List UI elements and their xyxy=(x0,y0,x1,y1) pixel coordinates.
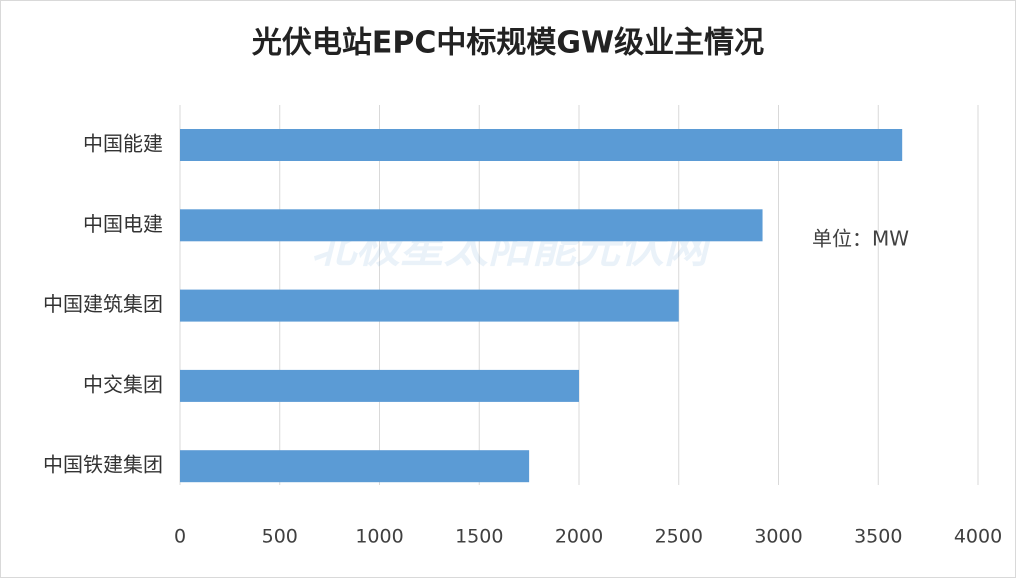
y-tick-label: 中国铁建集团 xyxy=(43,453,163,477)
y-tick-label: 中国电建 xyxy=(83,212,163,236)
y-tick-label: 中国建筑集团 xyxy=(43,292,163,316)
x-tick-label: 3000 xyxy=(754,526,802,548)
x-tick-label: 4000 xyxy=(954,526,1002,548)
y-tick-label: 中交集团 xyxy=(83,372,163,396)
x-tick-label: 3500 xyxy=(854,526,902,548)
chart-title: 光伏电站EPC中标规模GW级业主情况 xyxy=(252,26,764,61)
x-tick-label: 1500 xyxy=(455,526,503,548)
x-tick-label: 2500 xyxy=(655,526,703,548)
bar xyxy=(180,289,679,322)
x-tick-label: 1000 xyxy=(355,526,403,548)
bar xyxy=(180,450,530,483)
unit-annotation: 单位：MW xyxy=(812,227,909,251)
x-tick-label: 0 xyxy=(174,526,186,548)
x-tick-label: 500 xyxy=(262,526,298,548)
bar xyxy=(180,369,579,402)
y-tick-label: 中国能建 xyxy=(83,132,163,156)
x-tick-label: 2000 xyxy=(555,526,603,548)
bar xyxy=(180,209,763,242)
bar xyxy=(180,129,903,161)
